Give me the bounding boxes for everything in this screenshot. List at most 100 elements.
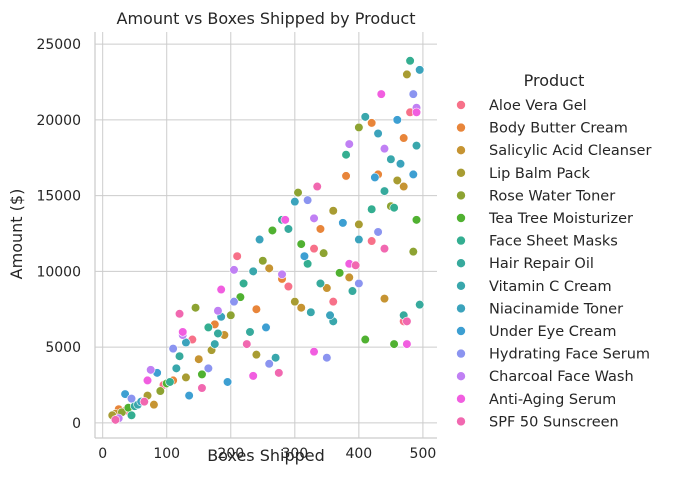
- data-point: [229, 297, 239, 307]
- y-tick-label: 15000: [36, 189, 81, 205]
- data-point: [178, 327, 188, 337]
- data-point: [306, 307, 316, 317]
- x-tick-labels: 0 100 200 300 400 500: [98, 446, 436, 462]
- legend-marker: [456, 258, 466, 269]
- data-point: [373, 128, 383, 139]
- x-axis-label: Boxes Shipped: [207, 446, 325, 465]
- legend-item-label: Tea Tree Moisturizer: [488, 211, 633, 227]
- data-point: [174, 309, 185, 319]
- data-point: [402, 316, 412, 326]
- data-point: [367, 236, 377, 246]
- y-tick-label: 25000: [36, 37, 81, 53]
- data-point: [376, 89, 386, 99]
- data-point: [280, 215, 290, 225]
- data-point: [194, 354, 204, 364]
- data-point: [142, 375, 153, 386]
- legend-marker: [456, 371, 466, 382]
- data-point: [171, 363, 181, 373]
- data-point: [248, 266, 258, 276]
- data-point: [271, 353, 281, 363]
- data-point: [315, 278, 326, 289]
- y-axis-label: Amount ($): [7, 189, 26, 280]
- data-point: [309, 213, 319, 223]
- data-point: [312, 181, 322, 192]
- data-point: [402, 339, 412, 349]
- data-point: [277, 269, 287, 279]
- legend-item-label: Anti-Aging Serum: [489, 392, 616, 408]
- legend-item-label: Under Eye Cream: [489, 324, 616, 340]
- data-point: [190, 303, 201, 313]
- legend-item-label: Lip Balm Pack: [489, 166, 590, 182]
- data-point: [251, 304, 261, 314]
- data-point: [309, 347, 319, 357]
- data-point: [360, 334, 370, 345]
- data-point: [226, 310, 236, 320]
- data-point: [328, 206, 338, 216]
- legend-item-label: Aloe Vera Gel: [489, 98, 587, 114]
- y-tick-label: 5000: [45, 340, 81, 356]
- data-point: [367, 118, 377, 128]
- data-point: [245, 327, 255, 337]
- data-point: [328, 297, 338, 307]
- data-point: [411, 107, 422, 117]
- data-point: [379, 186, 390, 196]
- data-point: [267, 225, 278, 236]
- legend-marker: [456, 190, 466, 201]
- legend-item-label: Hair Repair Oil: [489, 256, 594, 272]
- legend-marker: [456, 393, 466, 404]
- data-point: [290, 297, 300, 307]
- data-point: [325, 310, 335, 320]
- data-point: [232, 251, 242, 261]
- data-point: [315, 224, 326, 234]
- legend-marker: [456, 122, 466, 133]
- data-point: [251, 350, 261, 360]
- legend-marker: [456, 348, 466, 359]
- legend-item-label: Rose Water Toner: [489, 188, 615, 204]
- legend-marker: [456, 100, 466, 110]
- data-point: [110, 415, 121, 425]
- data-points: [107, 56, 425, 425]
- legend-marker: [456, 416, 466, 427]
- data-point: [405, 56, 415, 66]
- y-tick-label: 20000: [36, 113, 81, 129]
- data-point: [203, 322, 213, 333]
- x-tick-label: 200: [217, 446, 244, 462]
- data-point: [354, 122, 364, 133]
- legend-item-label: Face Sheet Masks: [489, 234, 618, 250]
- data-point: [296, 239, 306, 249]
- data-point: [322, 283, 332, 293]
- y-tick-label: 0: [72, 416, 81, 432]
- data-point: [213, 306, 223, 316]
- data-point: [203, 363, 213, 373]
- data-point: [408, 89, 418, 99]
- data-point: [354, 234, 364, 245]
- data-point: [165, 377, 175, 387]
- data-point: [146, 365, 156, 375]
- data-point: [360, 112, 370, 122]
- legend-item-label: Hydrating Face Serum: [489, 347, 650, 363]
- data-point: [402, 69, 412, 80]
- chart-title: Amount vs Boxes Shipped by Product: [117, 9, 416, 28]
- data-point: [168, 344, 178, 354]
- legend-marker: [456, 235, 466, 246]
- data-point: [322, 353, 332, 363]
- data-point: [347, 286, 358, 296]
- data-point: [155, 386, 165, 396]
- x-tick-label: 300: [281, 446, 308, 462]
- legend-marker: [456, 145, 466, 155]
- data-point: [174, 351, 185, 361]
- data-point: [248, 371, 258, 381]
- data-point: [264, 263, 274, 273]
- data-point: [213, 328, 223, 339]
- data-point: [415, 65, 425, 75]
- data-point: [264, 359, 274, 369]
- y-tick-label: 10000: [36, 264, 81, 280]
- legend-item-label: Charcoal Face Wash: [489, 369, 634, 385]
- data-point: [254, 234, 265, 245]
- data-point: [395, 159, 406, 169]
- data-point: [338, 218, 348, 228]
- data-point: [411, 215, 422, 225]
- data-point: [367, 204, 377, 214]
- data-point: [341, 150, 351, 160]
- data-point: [344, 139, 354, 149]
